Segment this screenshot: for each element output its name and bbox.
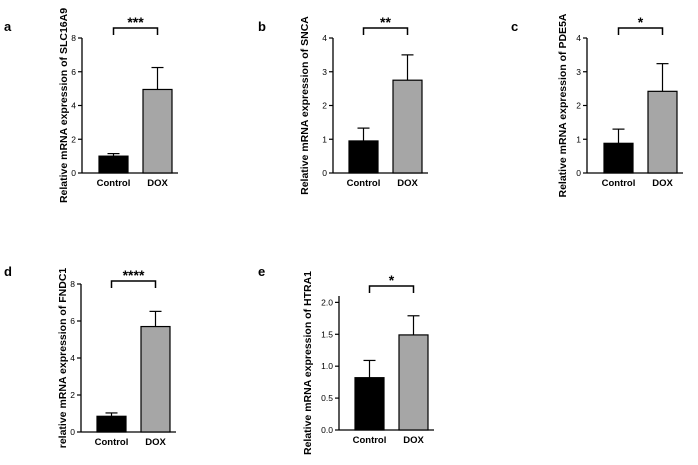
- panel-e-y-axis-label: Relative mRNA expression of HTRA1: [302, 271, 314, 455]
- panel-d-significance-bracket: [110, 280, 157, 288]
- panel-c-y-axis-label: Relative mRNA expression of PDE5A: [557, 13, 569, 197]
- panel-d-y-axis-label: relative mRNA expression of FNDC1: [57, 268, 69, 449]
- panel-c-significance-label: *: [638, 14, 644, 30]
- panel-b-x-tick-label: Control: [347, 178, 381, 189]
- panel-b-y-tick-label: 1: [322, 134, 327, 144]
- panel-a-y-tick-label: 4: [71, 101, 76, 111]
- panel-c-y-tick-label: 2: [576, 101, 581, 111]
- panel-d-y-tick-label: 6: [70, 316, 75, 326]
- panel-b-significance-label: **: [380, 14, 391, 30]
- panel-b-bar-control: [348, 140, 379, 174]
- panel-c-y-tick-label: 4: [576, 33, 581, 43]
- panel-b-significance-bracket: [362, 27, 409, 35]
- panel-d-x-tick-label: DOX: [145, 437, 166, 448]
- panel-a-significance-label: ***: [127, 14, 144, 30]
- panel-d-y-tick-label: 8: [70, 279, 75, 289]
- panel-a-significance-bracket: [112, 27, 159, 35]
- panel-a-y-tick-label: 2: [71, 134, 76, 144]
- panel-c-significance-bracket: [617, 27, 664, 35]
- panel-e-significance-label: *: [389, 272, 395, 288]
- panel-d-significance-label: ****: [123, 267, 145, 283]
- panel-b-y-axis-label: Relative mRNA expression of SNCA: [299, 16, 311, 195]
- panel-e-y-tick-label: 1.5: [321, 329, 333, 339]
- panel-d-y-tick-label: 2: [70, 390, 75, 400]
- panel-a-x-tick-label: Control: [97, 178, 131, 189]
- panel-e-y-tick-label: 1.0: [321, 361, 333, 371]
- panel-b-x-tick-label: DOX: [397, 178, 418, 189]
- panel-e-significance-bracket: [368, 285, 415, 293]
- panel-c-y-tick-label: 0: [576, 168, 581, 178]
- panel-a-letter: a: [4, 19, 12, 34]
- panel-c-bar-control: [603, 142, 634, 174]
- panel-a-x-tick-label: DOX: [147, 178, 168, 189]
- panel-b-y-tick-label: 3: [322, 67, 327, 77]
- panel-e-letter: e: [258, 264, 265, 279]
- panel-c-letter: c: [511, 19, 518, 34]
- panel-e-y-tick-label: 0.0: [321, 425, 333, 435]
- panel-a-y-tick-label: 6: [71, 67, 76, 77]
- panel-d-bar-control: [96, 415, 127, 433]
- panel-c-x-tick-label: Control: [602, 178, 636, 189]
- panel-e-y-tick-label: 0.5: [321, 393, 333, 403]
- panel-a-y-axis-label: Relative mRNA expression of SLC16A9: [58, 8, 70, 203]
- panel-c-y-tick-label: 3: [576, 67, 581, 77]
- panel-e-x-tick-label: Control: [353, 435, 387, 446]
- panel-a-bar-dox: [142, 88, 173, 174]
- panel-d-x-tick-label: Control: [95, 437, 129, 448]
- panel-a-bar-control: [98, 155, 129, 174]
- panel-d-bar-dox: [140, 325, 171, 433]
- panel-d-letter: d: [4, 264, 12, 279]
- panel-c-bar-dox: [647, 90, 678, 174]
- panel-b-y-tick-label: 2: [322, 101, 327, 111]
- panel-c-y-tick-label: 1: [576, 134, 581, 144]
- panel-b-letter: b: [258, 19, 266, 34]
- panel-b-y-tick-label: 0: [322, 168, 327, 178]
- panel-b-bar-dox: [392, 79, 423, 174]
- panel-e-y-tick-label: 2.0: [321, 297, 333, 307]
- panel-e-bar-dox: [398, 334, 429, 431]
- panel-e-bar-control: [354, 377, 385, 431]
- panel-a-y-tick-label: 0: [71, 168, 76, 178]
- panel-d-y-tick-label: 0: [70, 427, 75, 437]
- panel-d-y-tick-label: 4: [70, 353, 75, 363]
- panel-c-x-tick-label: DOX: [652, 178, 673, 189]
- panel-e-x-tick-label: DOX: [403, 435, 424, 446]
- panel-a-y-tick-label: 8: [71, 33, 76, 43]
- panel-b-y-tick-label: 4: [322, 33, 327, 43]
